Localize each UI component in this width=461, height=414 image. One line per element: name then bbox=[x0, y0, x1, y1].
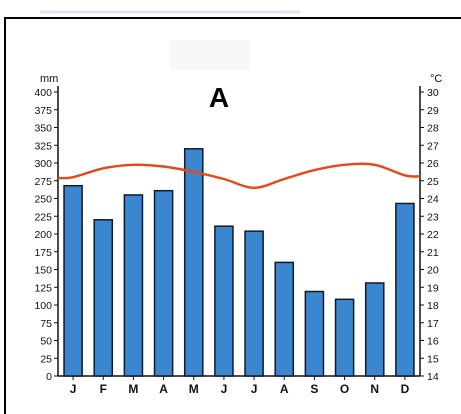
left-tick-label: 100 bbox=[34, 300, 52, 312]
precipitation-bar bbox=[93, 219, 114, 377]
precipitation-bar bbox=[304, 290, 325, 377]
left-tick-label: 300 bbox=[34, 158, 52, 170]
scan-artifact-patch bbox=[170, 40, 250, 70]
left-tick-label: 275 bbox=[34, 176, 52, 188]
right-tick-label: 30 bbox=[427, 87, 439, 99]
right-tick-label: 25 bbox=[427, 176, 439, 188]
precipitation-bar bbox=[214, 225, 234, 377]
precipitation-bar bbox=[395, 202, 415, 377]
month-label: F bbox=[100, 382, 107, 396]
right-tick-label: 19 bbox=[427, 282, 439, 294]
chart-frame bbox=[4, 17, 461, 414]
left-axis-unit: mm bbox=[40, 73, 58, 85]
right-tick-label: 26 bbox=[427, 158, 439, 170]
left-tick-label: 25 bbox=[40, 353, 52, 365]
month-label: J bbox=[251, 382, 258, 396]
month-label: D bbox=[401, 382, 410, 396]
right-tick-label: 15 bbox=[427, 353, 439, 365]
precipitation-bar bbox=[364, 282, 385, 377]
right-tick-label: 17 bbox=[427, 318, 439, 330]
right-axis-ticks: 14 15 16 17 18 19 20 21 22 23 24 25 26 27 28 29 30 bbox=[420, 87, 439, 383]
precipitation-bar bbox=[334, 298, 355, 377]
right-tick-label: 27 bbox=[427, 140, 439, 152]
month-label: A bbox=[280, 382, 289, 396]
left-tick-label: 225 bbox=[34, 211, 52, 223]
precipitation-bar bbox=[153, 189, 174, 377]
month-label: J bbox=[221, 382, 228, 396]
right-tick-label: 21 bbox=[427, 247, 439, 259]
left-tick-label: 325 bbox=[34, 140, 52, 152]
month-label: A bbox=[159, 382, 168, 396]
left-tick-label: 75 bbox=[40, 318, 52, 330]
right-tick-label: 28 bbox=[427, 123, 439, 135]
right-tick-label: 20 bbox=[427, 265, 439, 277]
right-tick-label: 29 bbox=[427, 105, 439, 117]
right-axis-unit: °C bbox=[430, 73, 442, 85]
right-tick-label: 22 bbox=[427, 229, 439, 241]
left-tick-label: 175 bbox=[34, 247, 52, 259]
month-label: M bbox=[128, 382, 138, 396]
month-label: M bbox=[189, 382, 199, 396]
right-tick-label: 24 bbox=[427, 194, 439, 206]
precipitation-bar bbox=[183, 148, 204, 377]
temperature-line bbox=[57, 162, 421, 190]
month-label: J bbox=[70, 382, 77, 396]
precipitation-bar bbox=[63, 184, 83, 377]
right-tick-label: 23 bbox=[427, 211, 439, 223]
precipitation-bar bbox=[244, 230, 264, 377]
left-tick-label: 350 bbox=[34, 123, 52, 135]
left-tick-label: 125 bbox=[34, 282, 52, 294]
left-tick-label: 50 bbox=[40, 336, 52, 348]
left-tick-label: 150 bbox=[34, 265, 52, 277]
right-tick-label: 14 bbox=[427, 371, 439, 383]
left-tick-label: 0 bbox=[46, 371, 52, 383]
right-tick-label: 16 bbox=[427, 336, 439, 348]
left-axis-ticks: 0 25 50 75 100 125 150 175 200 225 250 275 300 325 350… bbox=[34, 87, 58, 383]
left-tick-label: 200 bbox=[34, 229, 52, 241]
left-tick-label: 250 bbox=[34, 194, 52, 206]
precipitation-bar bbox=[123, 194, 144, 377]
left-tick-label: 375 bbox=[34, 105, 52, 117]
month-label: N bbox=[370, 382, 379, 396]
month-label: S bbox=[310, 382, 318, 396]
month-label: O bbox=[340, 382, 349, 396]
chart-title: A bbox=[209, 82, 229, 113]
left-tick-label: 400 bbox=[34, 87, 52, 99]
precipitation-bars bbox=[63, 148, 415, 377]
precipitation-bar bbox=[274, 261, 295, 377]
right-tick-label: 18 bbox=[427, 300, 439, 312]
